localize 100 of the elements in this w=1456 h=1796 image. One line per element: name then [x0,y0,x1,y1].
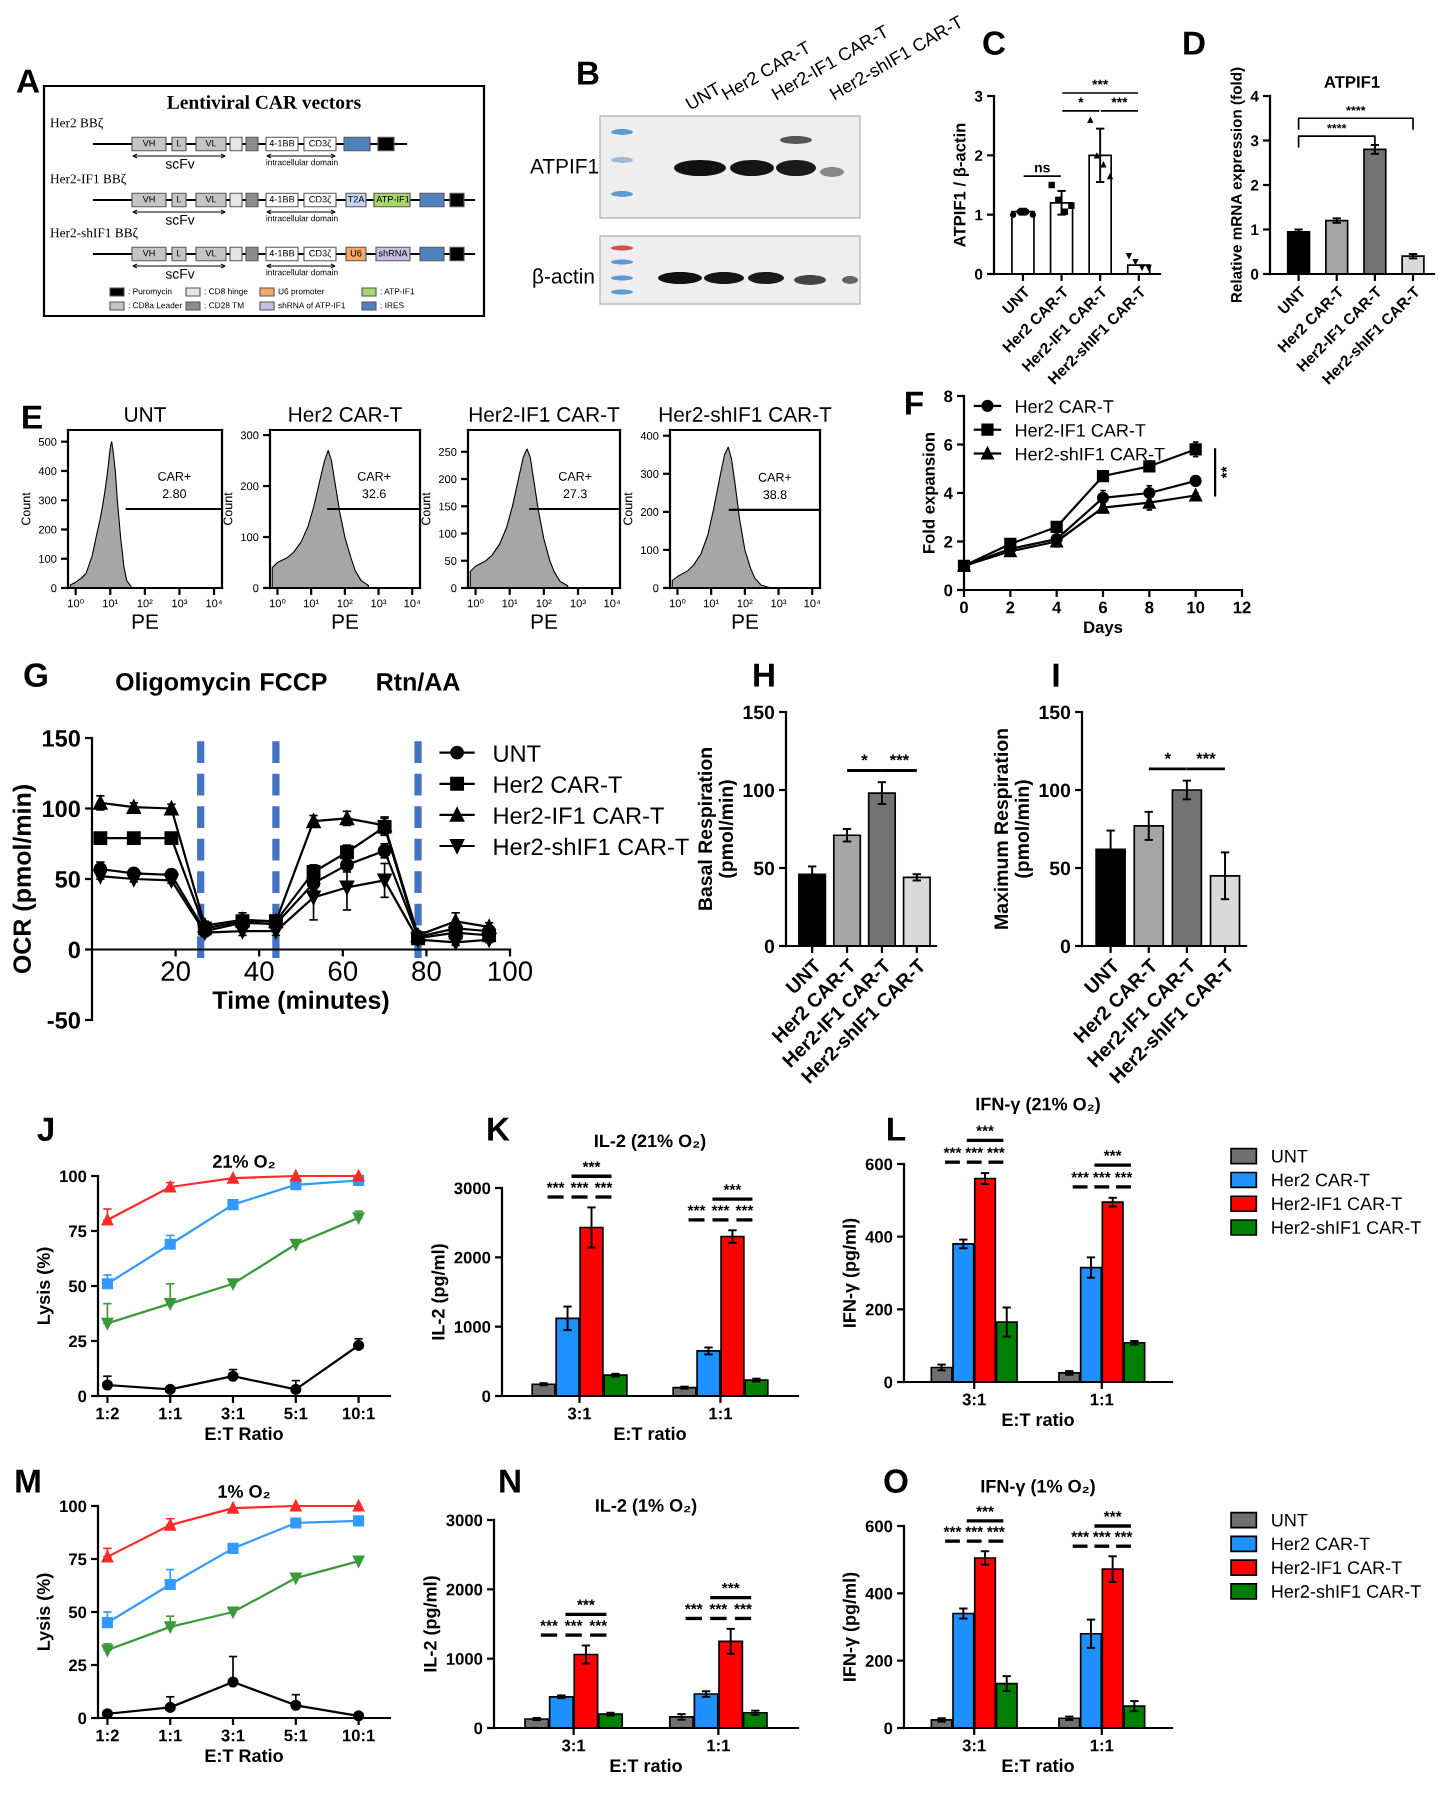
x-tick-label: 1:1 [159,1729,182,1742]
text: N [500,1469,520,1493]
x-axis-title: Days [1084,621,1123,637]
chart-title: 1% O₂ [218,1485,270,1499]
y-axis-title: Basal Respiration (pmol/min) [697,748,737,910]
y-tick-label: 1000 [446,1653,483,1665]
y-tick-label: 50 [68,1606,87,1619]
x-tick-label: 8 [1145,601,1154,614]
x-axis-title: PE [132,614,158,629]
y-tick-label: 0 [78,1712,87,1725]
text: H [754,663,774,687]
y-tick-label: 3000 [454,1182,491,1195]
text: F [906,391,923,415]
text: E [23,405,42,429]
y-axis-title: Lysis (%) [36,1573,54,1651]
x-tick-label: 10:1 [342,1729,375,1742]
text: L [888,1117,906,1141]
y-tick-label: 25 [68,1659,87,1672]
chart-title: Her2-IF1 CAR-T [469,407,620,422]
y-tick-label: 75 [69,1553,87,1566]
text: ATPIF1 [530,159,599,174]
legend-label: Her2-shIF1 CAR-T [1272,1584,1421,1598]
text: J [37,1117,53,1141]
x-axis-title: PE [732,614,758,629]
y-tick-label: 100 [1039,783,1071,798]
text: O [884,1469,908,1493]
y-tick-label: 0 [1060,939,1071,954]
annotation: *** [889,754,910,761]
chart-title: UNT [125,407,166,422]
text: C [983,31,1006,55]
ref-line-label: Rtn/AA [377,672,460,692]
x-tick-label: 3:1 [221,1729,245,1742]
x-tick-label: 100 [488,961,533,982]
legend-label: Her2-shIF1 CAR-T [494,837,689,856]
x-tick-label: 1:1 [709,1407,733,1420]
x-tick-label: 5:1 [284,1407,308,1420]
legend-label: Her2-IF1 CAR-T [494,807,664,825]
chart-title: Her2 CAR-T [289,407,402,422]
y-tick-label: 200 [865,1655,893,1667]
text: I [1053,663,1059,687]
legend-label: UNT [1272,1513,1308,1527]
y-tick-label: 0 [68,941,80,959]
legend-label: Her2-IF1 CAR-T [1272,1197,1402,1211]
x-axis-title: E:T ratio [610,1758,682,1773]
y-tick-label: 150 [42,730,80,747]
y-tick-label: 600 [865,1158,893,1171]
x-tick-label: 80 [412,961,441,982]
y-tick-label: 50 [68,1280,87,1293]
ref-line-label: FCCP [261,673,327,691]
y-tick-label: 50 [1049,861,1071,876]
annotation: *** [1196,752,1216,760]
y-axis-title: IFN-γ (pg/ml) [842,1572,860,1681]
y-tick-label: 2 [944,535,953,548]
annotation: * [861,754,868,761]
y-axis-title: OCR (pmol/min) [12,785,36,974]
y-tick-label: 0 [764,939,775,954]
y-tick-label: 2000 [446,1583,483,1596]
x-tick-label: 40 [244,961,274,982]
y-tick-label: 100 [60,1170,87,1183]
chart-title: IL-2 (1% O₂) [596,1498,697,1516]
x-tick-label: 12 [1233,601,1251,614]
text: G [24,663,47,687]
ref-line-label: Oligomycin [116,672,250,696]
y-tick-label: 75 [69,1225,87,1238]
x-tick-label: 0 [960,601,968,614]
text: K [488,1117,510,1141]
y-tick-label: 6 [944,438,953,451]
x-tick-label: 3:1 [962,1739,986,1752]
x-axis-title: PE [531,614,557,629]
legend-label: Her2 CAR-T [1272,1173,1370,1187]
text: β-actin [533,268,594,288]
x-tick-label: 10 [1187,601,1205,614]
chart-title: 21% O₂ [213,1155,275,1169]
y-tick-label: 400 [865,1231,893,1243]
x-tick-label: 1:1 [159,1407,182,1420]
x-tick-label: 1:1 [1090,1393,1114,1406]
x-tick-label: 3:1 [561,1739,586,1752]
y-tick-label: 4 [943,487,953,500]
y-tick-label: 2000 [454,1251,491,1264]
y-tick-label: 8 [944,390,953,403]
y-axis-title: IL-2 (pg/ml) [431,1244,449,1340]
y-tick-label: 3000 [446,1514,483,1527]
text: M [16,1469,40,1493]
y-tick-label: 200 [865,1303,893,1316]
x-tick-label: 5:1 [284,1729,308,1742]
chart-title: IL-2 (21% O₂) [595,1134,706,1151]
x-tick-label: 2 [1006,601,1015,614]
x-axis-title: PE [332,614,358,629]
text: B [578,61,599,85]
y-tick-label: 100 [42,800,80,818]
chart-title: IFN-γ (1% O₂) [981,1479,1095,1497]
x-axis-title: E:T ratio [614,1426,686,1441]
y-tick-label: 150 [743,705,775,720]
x-tick-label: 1:1 [707,1739,730,1752]
x-tick-label: 1:2 [96,1729,119,1742]
x-tick-label: 60 [328,961,358,982]
legend-label: Her2 CAR-T [1016,400,1114,413]
x-tick-label: 3:1 [962,1393,986,1406]
legend-label: UNT [494,745,541,762]
x-tick-label: 3:1 [221,1407,245,1420]
